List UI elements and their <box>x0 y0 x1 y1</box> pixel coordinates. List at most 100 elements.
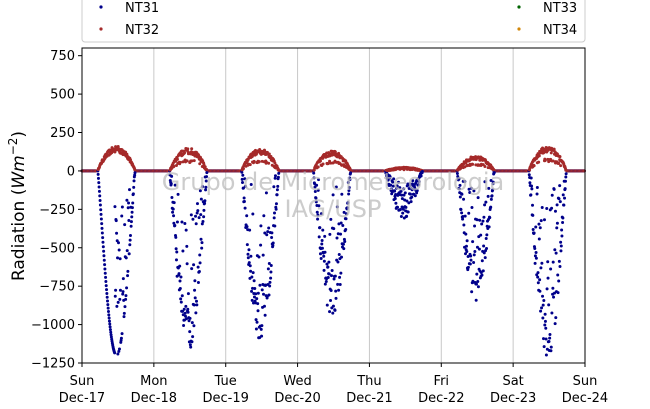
nt31-point <box>531 203 535 207</box>
nt31-point <box>347 186 351 190</box>
nt31-point <box>116 300 120 304</box>
nt31-point <box>407 201 411 205</box>
nt31-point <box>536 281 540 285</box>
nt31-point <box>124 297 128 301</box>
nt31-point <box>332 227 336 231</box>
nt31-point <box>128 243 132 247</box>
nt31-point <box>133 173 137 177</box>
nt32-point <box>174 164 178 168</box>
nt31-point <box>557 259 561 263</box>
nt31-point <box>402 187 406 191</box>
nt31-point <box>117 349 121 353</box>
nt31-point <box>99 212 103 216</box>
legend-label: NT33 <box>543 1 577 16</box>
nt31-point <box>318 252 322 256</box>
nt31-point <box>122 311 126 315</box>
nt31-point <box>322 268 326 272</box>
nt31-point <box>541 316 545 320</box>
nt31-point <box>535 186 539 190</box>
nt31-point <box>126 269 130 273</box>
nt31-point <box>126 274 130 278</box>
nt31-point <box>328 310 332 314</box>
nt31-point <box>195 299 198 303</box>
nt31-point <box>323 250 327 254</box>
nt31-point <box>128 238 132 242</box>
nt31-point <box>536 271 540 275</box>
x-tick-day: Sun <box>70 374 95 389</box>
nt31-point <box>476 285 480 289</box>
nt31-point <box>130 210 134 214</box>
nt31-point <box>256 302 260 306</box>
nt31-point <box>395 184 399 188</box>
nt31-point <box>260 334 264 338</box>
nt31-point <box>125 286 129 290</box>
nt31-point <box>459 208 463 212</box>
nt31-point <box>327 260 331 264</box>
nt32-point <box>537 154 541 158</box>
nt31-point <box>393 197 397 201</box>
nt31-point <box>196 209 200 213</box>
nt31-point <box>492 171 496 175</box>
nt31-point <box>188 330 192 334</box>
nt31-point <box>337 222 341 226</box>
nt31-point <box>336 260 340 264</box>
nt31-point <box>399 189 403 193</box>
y-axis-label: Radiation (Wm−2) <box>6 131 29 281</box>
nt31-point <box>261 253 265 257</box>
nt31-point <box>188 343 192 347</box>
nt31-point <box>340 192 344 196</box>
nt31-point <box>461 217 465 221</box>
nt31-point <box>407 187 411 191</box>
nt31-point <box>393 189 397 193</box>
nt31-point <box>201 185 205 189</box>
nt31-point <box>491 180 495 184</box>
nt31-point <box>469 186 473 190</box>
nt31-point <box>564 175 568 179</box>
nt31-point <box>344 217 348 221</box>
nt31-point <box>455 172 459 176</box>
nt31-point <box>415 189 419 193</box>
nt31-point <box>542 298 546 302</box>
nt31-point <box>189 345 193 349</box>
nt31-point <box>274 207 278 211</box>
nt31-point <box>341 224 345 227</box>
nt31-point <box>191 335 195 339</box>
nt31-point <box>410 188 414 192</box>
nt31-point <box>560 228 564 232</box>
nt32-point <box>326 162 330 166</box>
nt31-point <box>101 240 105 244</box>
nt31-point <box>467 211 471 215</box>
nt31-point <box>347 189 351 192</box>
nt31-point <box>188 316 192 320</box>
nt31-point <box>124 294 128 298</box>
nt31-point <box>560 234 564 238</box>
nt31-point <box>265 233 269 237</box>
nt31-point <box>550 311 554 315</box>
nt31-point <box>105 288 109 292</box>
nt31-point <box>96 172 100 176</box>
nt31-point <box>461 215 465 218</box>
nt31-point <box>252 279 256 283</box>
nt31-point <box>555 221 559 225</box>
nt31-point <box>254 318 258 322</box>
nt31-point <box>528 181 532 185</box>
nt31-point <box>475 245 479 249</box>
nt31-point <box>322 254 326 258</box>
nt31-point <box>329 274 333 278</box>
nt31-point <box>243 206 247 210</box>
nt31-point <box>335 205 339 209</box>
watermark-line-2: IAG/USP <box>284 195 381 223</box>
nt32-point <box>185 159 189 163</box>
nt31-point <box>203 199 207 203</box>
nt31-point <box>126 206 130 210</box>
nt31-point <box>456 175 460 179</box>
nt31-point <box>128 188 131 192</box>
nt31-point <box>541 303 545 307</box>
nt31-point <box>205 171 209 175</box>
nt31-point <box>482 244 486 248</box>
nt31-point <box>273 211 277 215</box>
nt31-point <box>204 185 208 189</box>
nt31-point <box>179 297 183 301</box>
nt31-point <box>316 188 320 192</box>
nt31-point <box>420 170 424 174</box>
